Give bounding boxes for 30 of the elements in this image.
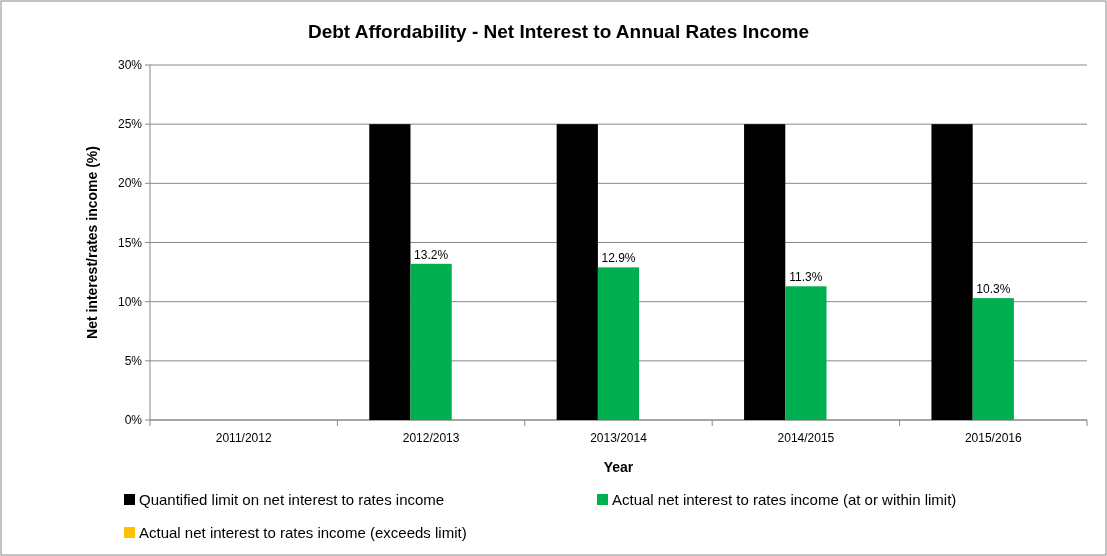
bar: [931, 124, 973, 420]
y-tick-label: 15%: [117, 235, 143, 250]
x-tick-label: 2015/2016: [964, 431, 1022, 445]
data-label: 13.2%: [414, 247, 449, 262]
bar: [369, 124, 411, 420]
x-tick-label: 2012/2013: [402, 431, 460, 445]
data-label: 11.3%: [789, 270, 823, 285]
legend-label: Actual net interest to rates income (at or within limit): [612, 491, 957, 508]
x-tick-label: 2011/2012: [215, 431, 272, 445]
x-tick-label: 2013/2014: [590, 431, 648, 445]
y-tick-label: 30%: [117, 58, 143, 72]
data-label: 10.3%: [976, 282, 1011, 297]
bar: [972, 298, 1014, 420]
x-axis-title: Year: [603, 459, 634, 475]
bar: [597, 267, 640, 420]
data-label: 12.9%: [601, 251, 636, 266]
y-tick-label: 0%: [124, 413, 143, 427]
y-tick-label: 20%: [117, 176, 143, 191]
y-tick-label: 25%: [117, 117, 143, 132]
y-tick-label: 10%: [117, 294, 143, 309]
legend-label: Actual net interest to rates income (exceeds limit): [139, 524, 467, 541]
x-tick-label: 2014/2015: [777, 431, 835, 445]
bar: [785, 286, 827, 420]
bar: [744, 124, 786, 420]
y-tick-label: 5%: [124, 353, 143, 368]
y-axis-title: Net interest/rates income (%): [84, 146, 100, 339]
bar: [556, 124, 598, 420]
bar: [410, 263, 452, 420]
legend-label: Quantified limit on net interest to rates income: [139, 491, 445, 508]
chart-title: Debt Affordability - Net Interest to Annual Rates Income: [307, 21, 810, 42]
